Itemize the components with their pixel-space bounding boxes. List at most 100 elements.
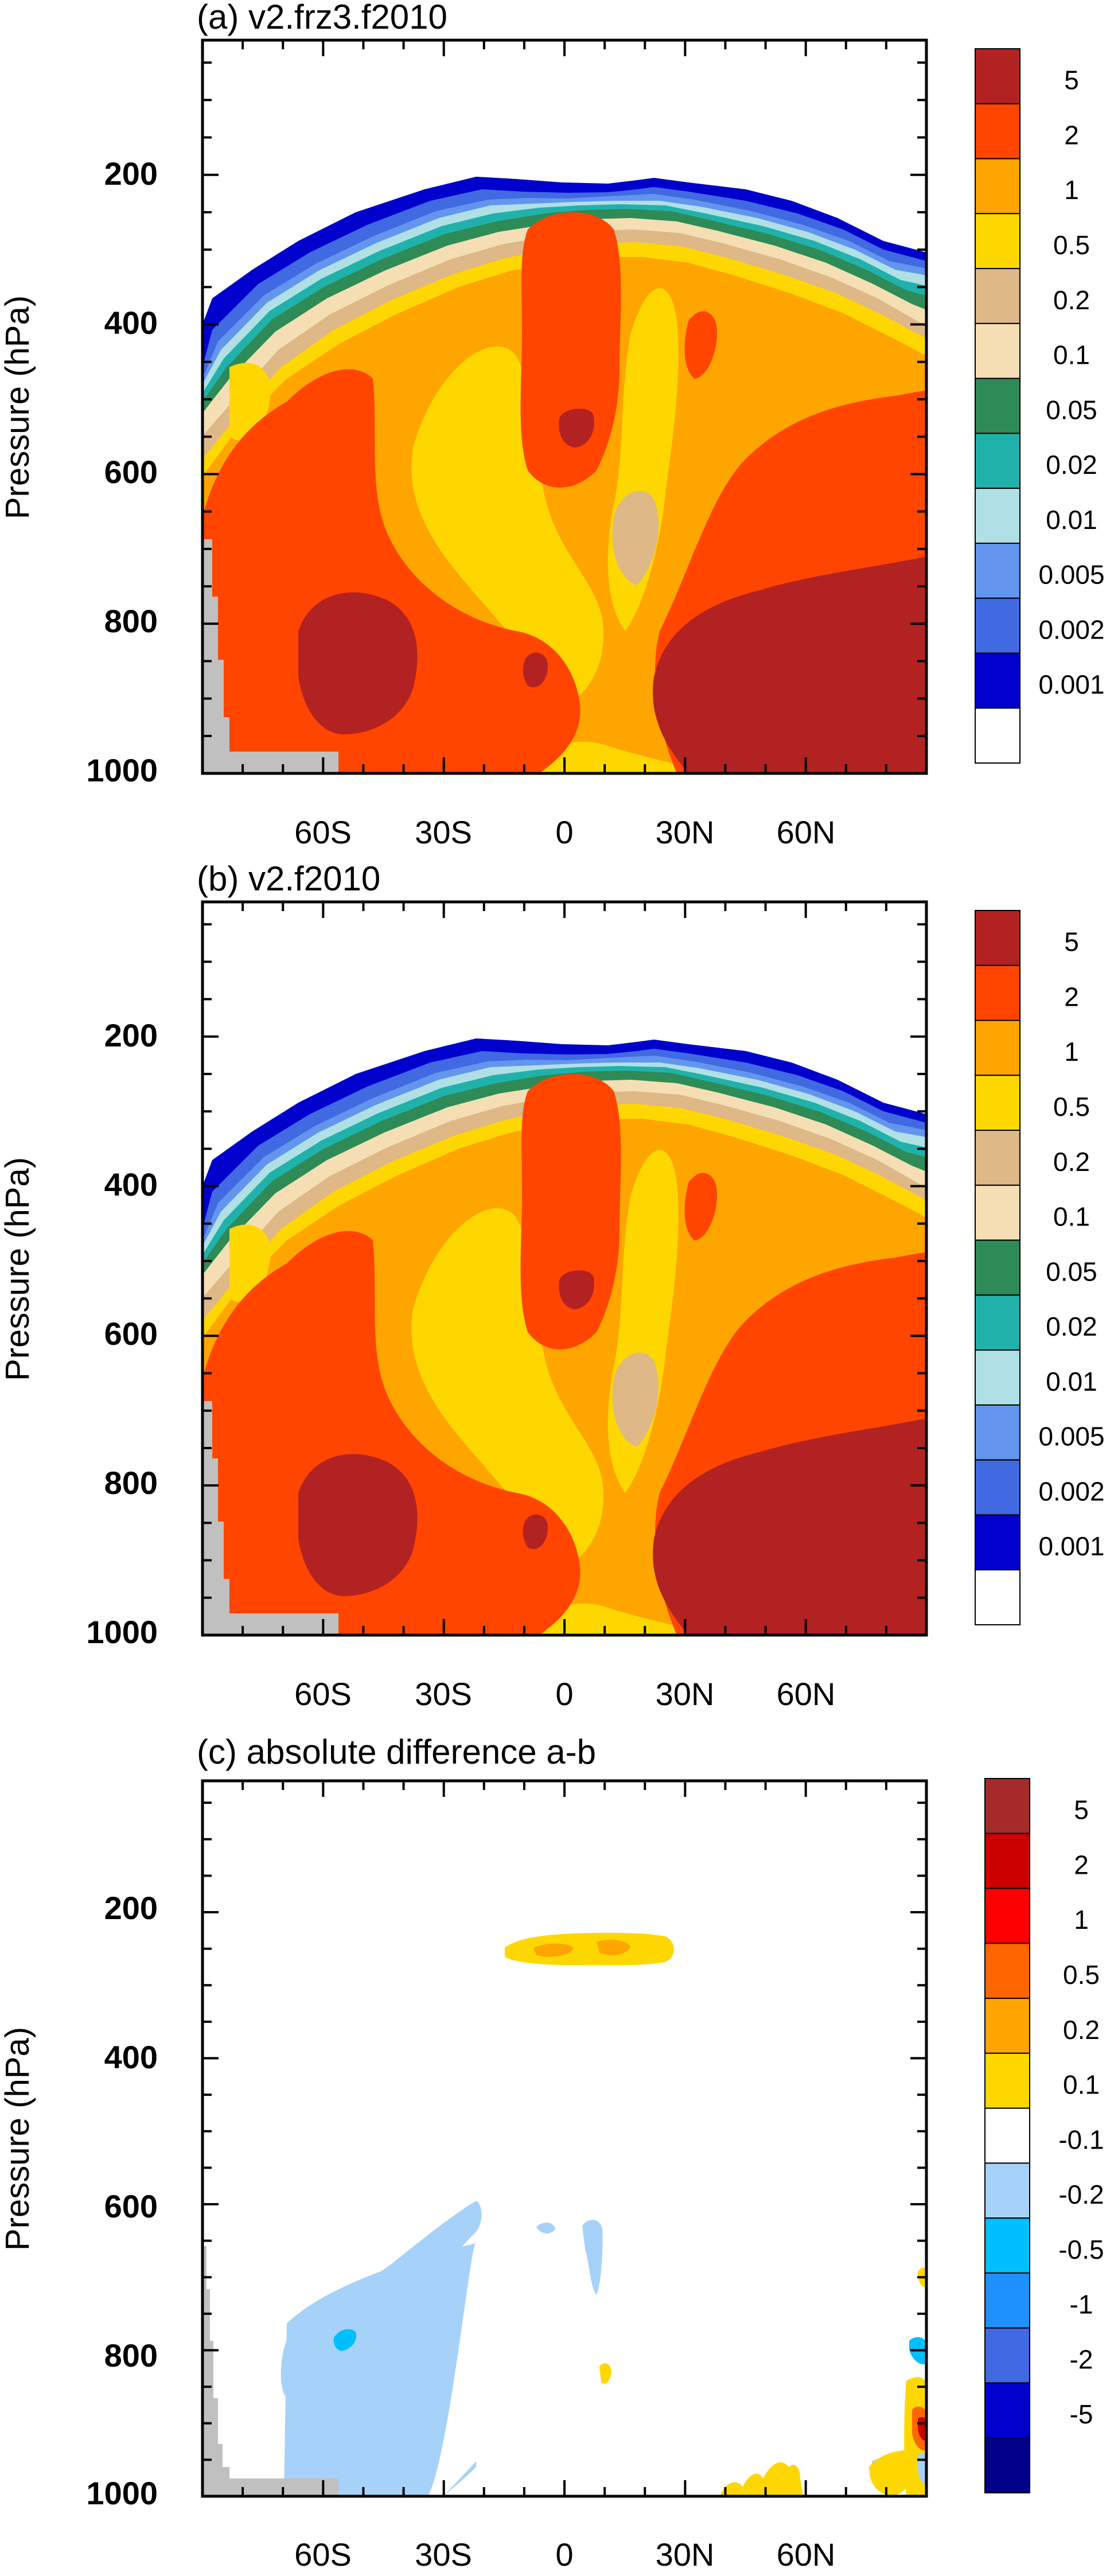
panel-c-field (202, 1781, 926, 2496)
colorbar-box (984, 2327, 1030, 2384)
colorbar-label: 0.05 (1046, 395, 1097, 425)
colorbar-label: 0.1 (1053, 1202, 1090, 1232)
colorbar-label: 0.005 (1038, 1422, 1104, 1452)
panel-a-xtick-30s: 30S (415, 814, 472, 850)
colorbar-label: 5 (1064, 927, 1079, 957)
panel-a-xtick-30n: 30N (656, 814, 715, 850)
panel-c-pos-mid (599, 2363, 611, 2384)
colorbar-box (975, 1184, 1020, 1241)
colorbar-box (975, 322, 1020, 379)
colorbar-label: 0.002 (1038, 614, 1104, 644)
colorbar-label: 0.1 (1053, 340, 1090, 370)
colorbar-label: 0.05 (1046, 1256, 1097, 1286)
panel-c-ytick-1000: 1000 (86, 2475, 158, 2511)
panel-b-ticks (202, 902, 926, 1636)
panel-a-tan-blob (612, 491, 659, 585)
colorbar-box (975, 158, 1020, 215)
colorbar-box (975, 1569, 1020, 1625)
colorbar-label: 5 (1064, 65, 1079, 95)
colorbar-label: 1 (1064, 175, 1079, 205)
colorbar-label: 1 (1064, 1037, 1079, 1067)
panel-a-dark-north (653, 557, 926, 773)
colorbar-box (975, 1130, 1020, 1186)
panel-a-topography (202, 539, 338, 773)
panel-a-field (202, 177, 926, 773)
panel-c-pos-top-core2 (597, 1940, 631, 1956)
panel-b-xtick-0: 0 (555, 1676, 573, 1712)
colorbar-label: 0.01 (1046, 505, 1097, 535)
panel-c-pos-right (869, 2450, 914, 2496)
colorbar-label: 0.002 (1038, 1476, 1104, 1506)
panel-b-red-south (202, 1231, 581, 1635)
panel-b-ytick-400: 400 (104, 1166, 158, 1203)
colorbar-box (975, 1075, 1020, 1131)
colorbar-box (984, 1998, 1030, 2054)
colorbar-box (975, 1294, 1020, 1351)
colorbar-label: 0.2 (1063, 2015, 1100, 2045)
panel-b-red-patch-n (684, 1173, 717, 1240)
panel-b-topography (202, 1401, 338, 1635)
panel-a-ticks (202, 40, 926, 775)
panel-a-xtick-60n: 60N (777, 814, 836, 850)
panel-a-red-center (520, 212, 621, 488)
colorbar-box (975, 213, 1020, 270)
colorbar-label: 0.02 (1046, 1312, 1097, 1341)
panel-b-ytick-800: 800 (104, 1465, 158, 1501)
colorbar-box (984, 2272, 1030, 2329)
colorbar-label: 0.01 (1046, 1367, 1097, 1396)
colorbar-box (975, 1404, 1020, 1461)
panel-c-pos-top (505, 1932, 674, 1966)
panel-c-neg-diag (281, 2201, 482, 2398)
colorbar-label: 0.005 (1038, 560, 1104, 590)
colorbar-label: -5 (1070, 2399, 1093, 2429)
panel-c-xtick-30s: 30S (415, 2536, 472, 2573)
colorbar-label: 2 (1064, 982, 1079, 1011)
colorbar-box (984, 1943, 1030, 1999)
panel-c-colorbar: 5 2 1 0.5 0.2 0.1 -0.1 -0.2 -0.5 -1 -2 -5 (984, 1778, 1104, 2494)
panel-b-ytick-600: 600 (104, 1316, 158, 1352)
colorbar-label: 2 (1074, 1850, 1089, 1880)
colorbar-label: -0.2 (1058, 2180, 1104, 2209)
panel-b-tan-blob (612, 1352, 659, 1447)
colorbar-box (984, 2217, 1030, 2274)
panel-c-ylabel: Pressure (hPa) (0, 2027, 36, 2251)
panel-c: (c) absolute difference a-b (0, 1733, 1104, 2573)
panel-b-ytick-200: 200 (104, 1017, 158, 1053)
colorbar-box (975, 707, 1020, 764)
panel-a-ytick-200: 200 (104, 155, 158, 192)
panel-a-xtick-60s: 60S (294, 814, 352, 850)
colorbar-box (975, 268, 1020, 324)
colorbar-box (975, 433, 1020, 489)
panel-a-ytick-800: 800 (104, 603, 158, 639)
panel-b-title: (b) v2.f2010 (197, 859, 380, 898)
panel-a-title: (a) v2.frz3.f2010 (197, 0, 447, 36)
panel-a: (a) v2.frz3.f2010 (0, 0, 1105, 850)
colorbar-box (984, 1888, 1030, 1944)
colorbar-label: 0.1 (1063, 2070, 1100, 2100)
panel-a-ytick-400: 400 (104, 305, 158, 341)
panel-b: (b) v2.f2010 (0, 859, 1105, 1712)
panel-a-xtick-0: 0 (555, 814, 573, 850)
panel-b-colorbar: 5 2 1 0.5 0.2 0.1 0.05 0.02 0.01 0.005 0.002 0.001 (975, 910, 1105, 1625)
colorbar-box (975, 1514, 1020, 1571)
panel-c-ytick-600: 600 (104, 2188, 158, 2224)
panel-c-ticks (202, 1781, 926, 2497)
panel-a-red-patch-n (684, 311, 717, 379)
panel-b-ylabel: Pressure (hPa) (0, 1157, 36, 1381)
panel-c-title: (c) absolute difference a-b (197, 1733, 596, 1771)
panel-b-xtick-60n: 60N (777, 1676, 836, 1712)
colorbar-box (975, 542, 1020, 599)
colorbar-box (975, 378, 1020, 434)
panel-c-neg-diag-core (333, 2329, 357, 2351)
panel-a-ylabel: Pressure (hPa) (0, 295, 36, 519)
colorbar-label: 0.5 (1063, 1960, 1100, 1990)
colorbar-box (975, 964, 1020, 1021)
colorbar-box (975, 910, 1020, 966)
colorbar-box (975, 1239, 1020, 1296)
colorbar-label: 5 (1074, 1795, 1089, 1825)
panel-a-dark-south (298, 592, 418, 734)
colorbar-label: 0.5 (1053, 1092, 1090, 1122)
panel-c-ytick-200: 200 (104, 1890, 158, 1926)
panel-c-xtick-30n: 30N (656, 2536, 715, 2573)
